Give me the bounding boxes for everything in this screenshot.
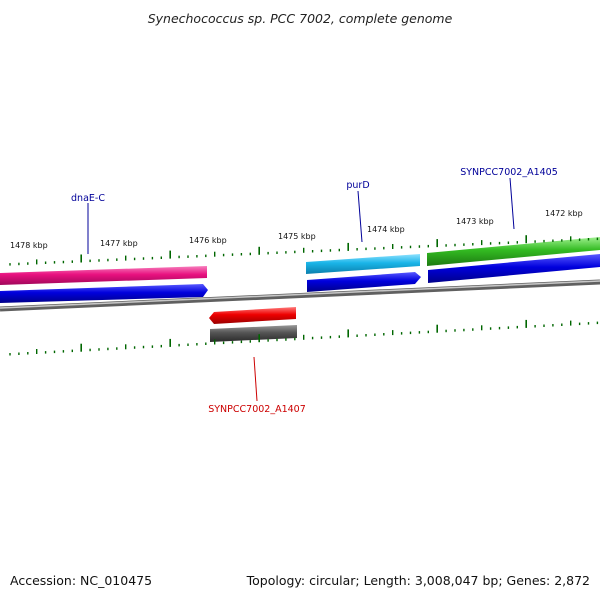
- tick-label: 1472 kbp: [545, 209, 583, 218]
- leader-line-synpcc7002-a1407: [253, 356, 258, 402]
- gene-label-synpcc7002-a1407[interactable]: SYNPCC7002_A1407: [208, 404, 306, 415]
- gene-purd[interactable]: [306, 254, 420, 274]
- gene-label-purd[interactable]: purD: [346, 180, 369, 191]
- tick-label: 1477 kbp: [100, 239, 138, 248]
- leader-line-synpcc7002-a1405: [509, 177, 515, 230]
- gene-synpcc7002-a1407[interactable]: [209, 307, 296, 324]
- tick-label: 1473 kbp: [456, 217, 494, 226]
- cds-synpcc7002-a1405[interactable]: [428, 254, 600, 283]
- gene-label-synpcc7002-a1405[interactable]: SYNPCC7002_A1405: [460, 167, 558, 178]
- tick-label: 1476 kbp: [189, 236, 227, 245]
- cds-synpcc7002-a1407[interactable]: [210, 325, 297, 342]
- gene-dnae-c[interactable]: [0, 266, 207, 285]
- gene-synpcc7002-a1405[interactable]: [427, 237, 600, 266]
- cds-purd[interactable]: [307, 272, 421, 292]
- genome-backbone-highlight: [0, 280, 600, 309]
- genome-summary: Topology: circular; Length: 3,008,047 bp…: [246, 573, 590, 588]
- gene-label-dnae-c[interactable]: dnaE-C: [71, 193, 105, 204]
- tick-marks-inner: [9, 319, 599, 356]
- tick-label: 1475 kbp: [278, 232, 316, 241]
- tick-label: 1478 kbp: [10, 241, 48, 250]
- leader-line-purd: [357, 190, 363, 243]
- tick-marks-outer: [9, 235, 599, 266]
- accession-label: Accession: NC_010475: [10, 573, 152, 588]
- genome-backbone: [0, 279, 600, 312]
- tick-label: 1474 kbp: [367, 225, 405, 234]
- cds-dnae-c[interactable]: [0, 284, 208, 303]
- map-title: Synechococcus sp. PCC 7002, complete gen…: [148, 11, 453, 26]
